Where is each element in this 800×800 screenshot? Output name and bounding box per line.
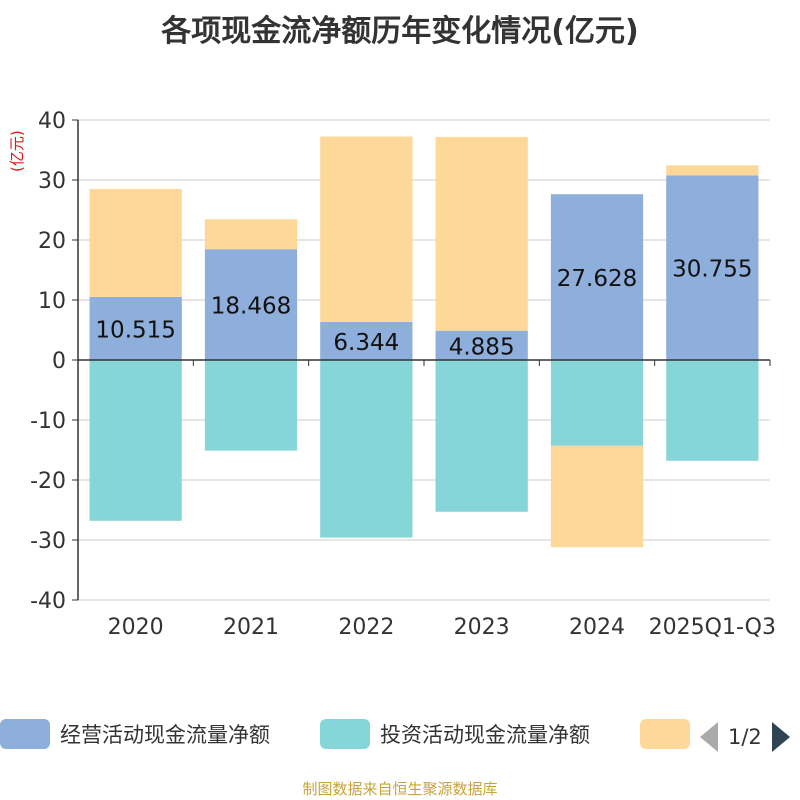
data-source-note: 制图数据来自恒生聚源数据库 [302, 780, 498, 798]
legend-pager: 1/2 [700, 722, 790, 752]
x-tick-label: 2020 [108, 615, 164, 640]
bar-financing [550, 445, 644, 548]
bar-operating [666, 175, 759, 360]
bar-financing [204, 219, 298, 250]
bar-investing [435, 360, 528, 512]
legend-label-operating: 经营活动现金流量净额 [60, 723, 270, 747]
bar-operating [550, 194, 644, 360]
x-tick-label: 2021 [223, 615, 279, 640]
y-tick-label: 10 [38, 289, 66, 314]
y-tick-label: 30 [38, 169, 66, 194]
legend-next-page-icon[interactable] [771, 722, 790, 752]
bar-investing [204, 360, 298, 451]
bar-investing [89, 360, 182, 521]
bar-operating [435, 330, 528, 360]
legend-item-operating[interactable]: 经营活动现金流量净额 [0, 718, 270, 750]
data-label: 6.344 [333, 330, 399, 356]
bar-investing [550, 360, 644, 446]
chart-title: 各项现金流净额历年变化情况(亿元) [161, 14, 639, 49]
legend-page-indicator: 1/2 [728, 725, 762, 749]
y-tick-label: -30 [30, 529, 66, 554]
bar-operating [320, 321, 413, 360]
x-tick-label: 2022 [338, 615, 394, 640]
x-tick-label: 2023 [454, 615, 510, 640]
y-tick-label: -40 [30, 589, 66, 614]
y-tick-label: 20 [38, 229, 66, 254]
x-tick-label: 2024 [569, 615, 625, 640]
bar-financing [89, 188, 182, 297]
legend-label-investing: 投资活动现金流量净额 [380, 723, 590, 747]
y-tick-label: 0 [52, 349, 66, 374]
y-tick-label: -20 [30, 469, 66, 494]
legend-swatch-investing [320, 719, 370, 749]
y-tick-label: -10 [30, 409, 66, 434]
legend-prev-page-icon[interactable] [700, 722, 718, 752]
x-tick-label: 2025Q1-Q3 [649, 615, 776, 640]
data-label: 27.628 [557, 266, 637, 292]
y-tick-label: 40 [38, 109, 66, 134]
legend-item-financing[interactable] [640, 718, 690, 750]
bar-investing [666, 360, 759, 461]
bar-financing [320, 136, 413, 322]
bar-financing [666, 165, 759, 176]
data-label: 4.885 [449, 334, 515, 360]
bar-financing [435, 136, 528, 331]
data-label: 18.468 [211, 294, 291, 320]
legend: 经营活动现金流量净额 投资活动现金流量净额 1/2 [0, 712, 800, 756]
data-label: 10.515 [95, 317, 175, 343]
bar-investing [320, 360, 413, 538]
stacked-bar-chart: 40 30 20 10 0 -10 -20 -30 -40 10.515 18.468 6.344 4.… [30, 109, 776, 640]
data-label: 30.755 [672, 257, 752, 283]
bar-operating [204, 249, 298, 360]
legend-swatch-operating [0, 719, 50, 749]
bar-operating [89, 296, 182, 360]
legend-item-investing[interactable]: 投资活动现金流量净额 [320, 718, 590, 750]
legend-swatch-financing [640, 719, 690, 749]
